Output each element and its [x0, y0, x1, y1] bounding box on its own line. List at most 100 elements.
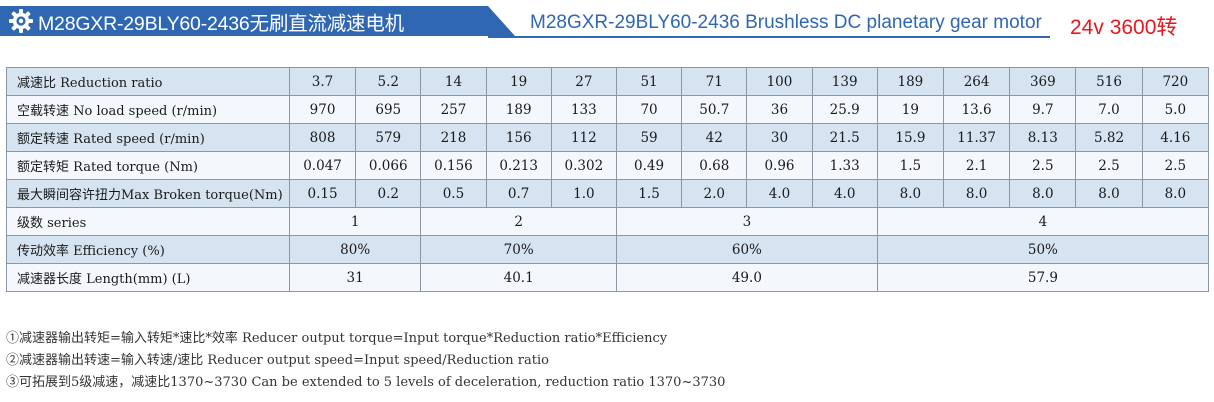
table-row: 最大瞬间容许扭力Max Broken torque(Nm) 0.15 0.2 0.5 0… — [6, 179, 1210, 208]
table-cell: 7.0 — [1075, 95, 1143, 124]
table-cell: 1.5 — [615, 179, 683, 208]
table-cell: 2.0 — [681, 179, 748, 208]
table-cell: 8.0 — [942, 179, 1011, 208]
row-label: 空载转速 No load speed (r/min) — [6, 95, 290, 124]
table-cell: 2.5 — [1141, 151, 1210, 180]
table-cell: 19 — [876, 95, 945, 124]
table-cell: 14 — [420, 67, 487, 96]
table-cell: 57.9 — [876, 263, 1210, 292]
table-cell: 8.0 — [1009, 179, 1077, 208]
table-cell: 15.9 — [876, 123, 945, 152]
table-row: 空载转速 No load speed (r/min) 970 695 257 189 13… — [6, 95, 1210, 124]
table-cell: 4 — [876, 207, 1210, 236]
table-cell: 0.49 — [615, 151, 683, 180]
table-cell: 8.0 — [1141, 179, 1210, 208]
table-cell: 70 — [615, 95, 683, 124]
title-band: M28GXR-29BLY60-2436无刷直流减速电机 — [0, 6, 515, 36]
table-cell: 3 — [615, 207, 878, 236]
table-cell: 36 — [746, 95, 813, 124]
table-cell: 189 — [876, 67, 945, 96]
table-cell: 133 — [550, 95, 617, 124]
table-cell: 0.96 — [746, 151, 813, 180]
table-cell: 2 — [420, 207, 617, 236]
table-cell: 5.0 — [1141, 95, 1210, 124]
table-cell: 31 — [288, 263, 422, 292]
gear-icon — [6, 6, 36, 36]
title-underline — [488, 36, 1050, 38]
table-cell: 13.6 — [942, 95, 1011, 124]
table-cell: 4.0 — [746, 179, 813, 208]
title-en: M28GXR-29BLY60-2436 Brushless DC planeta… — [530, 12, 1042, 33]
note-speed: ②减速器输出转速=输入转速/速比 Reducer output speed=In… — [6, 353, 549, 368]
title-spec: 24v 3600转 — [1070, 16, 1178, 39]
table-row: 额定转矩 Rated torque (Nm) 0.047 0.066 0.156 0.2… — [6, 151, 1210, 180]
table-cell: 71 — [681, 67, 748, 96]
table-cell: 112 — [550, 123, 617, 152]
table-cell: 4.0 — [811, 179, 878, 208]
table-cell: 50.7 — [681, 95, 748, 124]
table-cell: 1.33 — [811, 151, 878, 180]
table-cell: 970 — [288, 95, 357, 124]
table-cell: 218 — [420, 123, 487, 152]
table-row: 减速器长度 Length(mm) (L) 31 40.1 49.0 57.9 — [6, 263, 1210, 292]
table-cell: 1.5 — [876, 151, 945, 180]
table-cell: 3.7 — [288, 67, 357, 96]
row-label: 额定转速 Rated speed (r/min) — [6, 123, 290, 152]
note-extension: ③可拓展到5级减速，减速比1370~3730 Can be extended t… — [6, 375, 726, 390]
table-cell: 21.5 — [811, 123, 878, 152]
table-row: 额定转速 Rated speed (r/min) 808 579 218 156 112 5… — [6, 123, 1210, 152]
table-cell: 60% — [615, 235, 878, 264]
table-cell: 25.9 — [811, 95, 878, 124]
table-cell: 720 — [1141, 67, 1210, 96]
row-label: 额定转矩 Rated torque (Nm) — [6, 151, 290, 180]
table-cell: 0.68 — [681, 151, 748, 180]
table-cell: 2.5 — [1009, 151, 1077, 180]
table-cell: 516 — [1075, 67, 1143, 96]
note-torque: ①减速器输出转矩=输入转矩*速比*效率 Reducer output torqu… — [6, 331, 668, 346]
table-cell: 0.15 — [288, 179, 357, 208]
table-cell: 0.047 — [288, 151, 357, 180]
notes: ①减速器输出转矩=输入转矩*速比*效率 Reducer output torqu… — [6, 328, 725, 394]
table-row: 减速比 Reduction ratio 3.7 5.2 14 19 27 51 71 100 13… — [6, 67, 1210, 96]
table-cell: 8.0 — [876, 179, 945, 208]
table-cell: 11.37 — [942, 123, 1011, 152]
table-cell: 0.302 — [550, 151, 617, 180]
table-cell: 1 — [288, 207, 422, 236]
table-cell: 30 — [746, 123, 813, 152]
table-cell: 100 — [746, 67, 813, 96]
table-cell: 5.2 — [355, 67, 422, 96]
row-label: 最大瞬间容许扭力Max Broken torque(Nm) — [6, 179, 290, 208]
header: M28GXR-29BLY60-2436无刷直流减速电机 M28GXR-29BLY… — [0, 0, 1214, 58]
table-cell: 8.0 — [1075, 179, 1143, 208]
table-cell: 0.213 — [485, 151, 552, 180]
table-cell: 808 — [288, 123, 357, 152]
table-row: 级数 series 1 2 3 4 — [6, 207, 1210, 236]
table-cell: 80% — [288, 235, 422, 264]
table-cell: 8.13 — [1009, 123, 1077, 152]
table-cell: 156 — [485, 123, 552, 152]
spec-table: 减速比 Reduction ratio 3.7 5.2 14 19 27 51 71 100 13… — [6, 67, 1210, 292]
table-cell: 189 — [485, 95, 552, 124]
table-cell: 0.7 — [485, 179, 552, 208]
table-row: 传动效率 Efficiency (%) 80% 70% 60% 50% — [6, 235, 1210, 264]
table-cell: 579 — [355, 123, 422, 152]
table-cell: 2.1 — [942, 151, 1011, 180]
table-cell: 1.0 — [550, 179, 617, 208]
table-cell: 9.7 — [1009, 95, 1077, 124]
table-cell: 5.82 — [1075, 123, 1143, 152]
table-cell: 264 — [942, 67, 1011, 96]
table-cell: 59 — [615, 123, 683, 152]
table-cell: 49.0 — [615, 263, 878, 292]
table-cell: 695 — [355, 95, 422, 124]
table-cell: 27 — [550, 67, 617, 96]
table-cell: 50% — [876, 235, 1210, 264]
table-cell: 42 — [681, 123, 748, 152]
table-cell: 4.16 — [1141, 123, 1210, 152]
row-label: 传动效率 Efficiency (%) — [6, 235, 290, 264]
table-cell: 2.5 — [1075, 151, 1143, 180]
row-label: 级数 series — [6, 207, 290, 236]
table-cell: 19 — [485, 67, 552, 96]
table-cell: 0.066 — [355, 151, 422, 180]
table-cell: 0.2 — [355, 179, 422, 208]
title-cn: M28GXR-29BLY60-2436无刷直流减速电机 — [38, 12, 404, 35]
